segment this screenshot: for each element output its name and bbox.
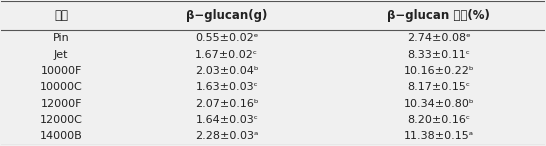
Text: 12000F: 12000F [40,99,82,109]
Text: 10.16±0.22ᵇ: 10.16±0.22ᵇ [403,66,474,76]
Text: 1.63±0.03ᶜ: 1.63±0.03ᶜ [195,82,258,92]
Text: Pin: Pin [53,33,69,43]
Text: 10000F: 10000F [40,66,82,76]
Text: 12000C: 12000C [40,115,82,125]
Text: 8.17±0.15ᶜ: 8.17±0.15ᶜ [407,82,470,92]
Text: 2.28±0.03ᵃ: 2.28±0.03ᵃ [195,131,258,141]
Text: β−glucan 수율(%): β−glucan 수율(%) [387,9,490,22]
Text: 2.03±0.04ᵇ: 2.03±0.04ᵇ [195,66,259,76]
Text: 10.34±0.80ᵇ: 10.34±0.80ᵇ [403,99,474,109]
Text: Jet: Jet [54,50,68,60]
Text: β−glucan(g): β−glucan(g) [186,9,268,22]
Text: 14000B: 14000B [40,131,82,141]
Text: 11.38±0.15ᵃ: 11.38±0.15ᵃ [403,131,474,141]
Text: 8.20±0.16ᶜ: 8.20±0.16ᶜ [407,115,470,125]
Text: 시료: 시료 [54,9,68,22]
Text: 8.33±0.11ᶜ: 8.33±0.11ᶜ [407,50,470,60]
Text: 2.74±0.08ᵉ: 2.74±0.08ᵉ [407,33,471,43]
Text: 0.55±0.02ᵉ: 0.55±0.02ᵉ [195,33,258,43]
Text: 2.07±0.16ᵇ: 2.07±0.16ᵇ [195,99,259,109]
Text: 1.67±0.02ᶜ: 1.67±0.02ᶜ [195,50,258,60]
Text: 10000C: 10000C [40,82,82,92]
Text: 1.64±0.03ᶜ: 1.64±0.03ᶜ [195,115,258,125]
